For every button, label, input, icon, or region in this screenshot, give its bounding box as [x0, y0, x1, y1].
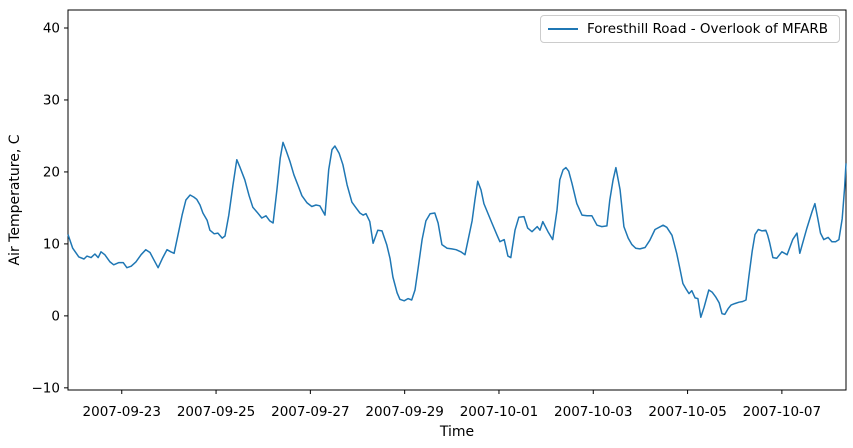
y-tick-label: 10: [43, 236, 60, 252]
y-tick-label: 40: [43, 20, 60, 36]
temperature-line: [67, 141, 847, 319]
x-tick-label: 2007-09-23: [83, 404, 161, 420]
x-tick-label: 2007-10-01: [460, 404, 538, 420]
x-tick-label: 2007-10-03: [554, 404, 632, 420]
x-axis-label: Time: [439, 424, 475, 440]
legend-label: Foresthill Road - Overlook of MFARB: [587, 21, 829, 37]
x-tick-label: 2007-09-27: [271, 404, 349, 420]
y-tick-label: 30: [43, 92, 60, 108]
axes-frame: [67, 9, 847, 391]
x-tick-label: 2007-10-07: [743, 404, 821, 420]
x-tick-label: 2007-09-29: [365, 404, 443, 420]
y-tick-label: 20: [43, 164, 60, 180]
y-axis-label: Air Temperature, C: [7, 134, 23, 266]
x-tick-label: 2007-09-25: [177, 404, 255, 420]
legend-line-sample: [548, 28, 578, 30]
y-tick-label: 0: [51, 308, 60, 324]
legend: Foresthill Road - Overlook of MFARB: [540, 15, 840, 43]
x-tick-label: 2007-10-05: [648, 404, 726, 420]
y-tick-label: −10: [32, 380, 61, 396]
